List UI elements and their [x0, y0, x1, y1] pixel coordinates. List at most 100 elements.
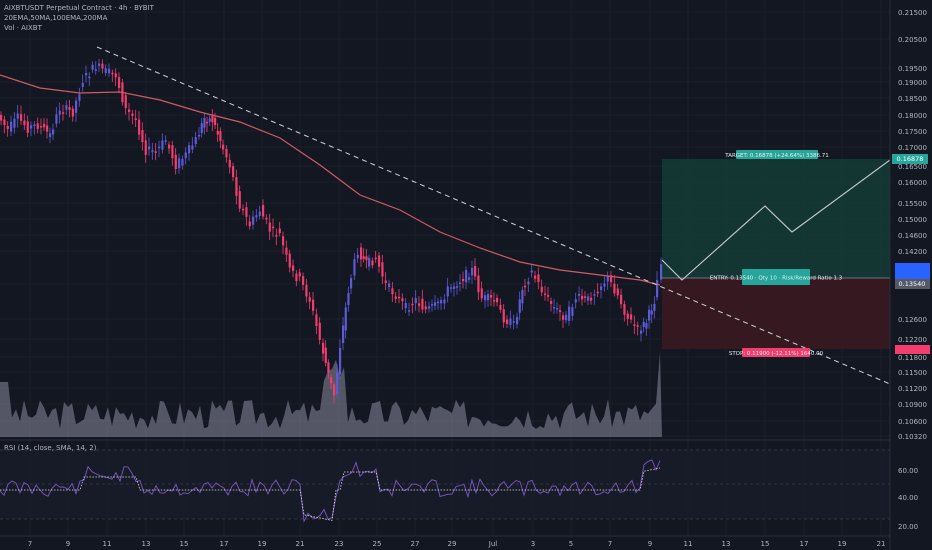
candle-body: [58, 110, 61, 115]
stop-zone: [662, 278, 890, 349]
candle-body: [633, 324, 636, 326]
price-tick-label: 0.12200: [898, 336, 927, 344]
candle-body: [553, 307, 556, 309]
entry-label[interactable]: ENTRY: 0.13540 · Qty 10 · Risk/Reward Ra…: [710, 269, 843, 285]
candle-body: [181, 159, 184, 166]
target-label-text: TARGET: 0.16878 (+24.64%) 3386.71: [724, 153, 828, 159]
time-tick-label: 13: [142, 540, 151, 548]
candle-body: [571, 307, 574, 316]
candle-body: [371, 260, 374, 266]
candle-body: [322, 342, 325, 354]
target-price-tag-text: 0.16878: [897, 155, 924, 163]
candle-body: [168, 144, 171, 149]
time-tick-label: 15: [180, 540, 189, 548]
time-tick-label: 11: [103, 540, 112, 548]
candle-body: [356, 254, 359, 259]
candle-body: [360, 247, 363, 260]
candle-body: [75, 100, 78, 113]
volume-legend[interactable]: Vol · AIXBT: [4, 24, 42, 32]
candle-body: [20, 114, 23, 121]
entry-label-text: ENTRY: 0.13540 · Qty 10 · Risk/Reward Ra…: [710, 276, 843, 282]
candle-body: [534, 275, 537, 279]
price-tick-label: 0.10600: [898, 418, 927, 426]
price-tick-label: 0.10900: [898, 401, 927, 409]
candle-body: [40, 126, 43, 128]
last-price-tag-bg: [895, 279, 930, 289]
price-tick-label: 0.14600: [898, 232, 927, 240]
candle-body: [131, 113, 134, 116]
stop-label[interactable]: STOP: 0.11900 (-12.11%) 1640.00: [729, 348, 824, 357]
candle-body: [471, 267, 474, 276]
candle-body: [302, 276, 305, 285]
price-axis[interactable]: 0.21500 0.20500 0.19500 0.19000 0.18500 0.180…: [889, 0, 932, 550]
target-label[interactable]: TARGET: 0.16878 (+24.64%) 3386.71: [724, 150, 829, 159]
time-tick-label: 5: [569, 540, 573, 548]
chart-overlays: TARGET: 0.16878 (+24.64%) 3386.71 ENTRY: …: [0, 46, 891, 385]
candle-body: [603, 283, 606, 287]
entry-label-bg: [742, 269, 810, 285]
candle-body: [521, 289, 524, 304]
price-tick-label: 0.18000: [898, 112, 927, 120]
candle-body: [365, 256, 368, 261]
candle-body: [381, 262, 384, 277]
candle-body: [477, 275, 480, 293]
candle-body: [327, 362, 330, 373]
candle-body: [88, 76, 91, 79]
candle-body: [298, 272, 301, 277]
current-price-tag-bg: [895, 263, 930, 279]
candle-body: [620, 294, 623, 305]
current-price-tag[interactable]: [895, 263, 930, 279]
candle-body: [265, 217, 268, 220]
candle-body: [151, 150, 154, 153]
candle-body: [330, 377, 333, 384]
candle-body: [228, 159, 231, 168]
candle-body: [43, 123, 46, 128]
candle-body: [660, 264, 663, 280]
candle-body: [148, 146, 151, 150]
rsi-legend[interactable]: RSI (14, close, SMA, 14, 2): [4, 444, 97, 452]
candle-body: [401, 298, 404, 302]
time-tick-label: 13: [722, 540, 731, 548]
stop-price-tag[interactable]: [895, 345, 930, 354]
time-tick-label: 17: [800, 540, 809, 548]
candle-body: [499, 304, 502, 310]
candle-body: [154, 151, 157, 153]
indicator-legend[interactable]: 20EMA,50MA,100EMA,200MA: [4, 14, 108, 22]
time-axis[interactable]: 7 9 11 13 15 17 19 21 23 25 27 29 Jul 3 5 7 9 11 13 15 17 19 2…: [0, 535, 890, 548]
time-tick-label: 27: [411, 540, 420, 548]
candle-body: [540, 286, 543, 293]
candle-body: [446, 286, 449, 297]
candle-body: [490, 295, 493, 298]
candle-body: [171, 145, 174, 159]
price-tick-label: 0.12600: [898, 316, 927, 324]
candle-body: [509, 318, 512, 326]
candle-body: [374, 257, 377, 260]
time-tick-label: 11: [684, 540, 693, 548]
target-price-tag-bg: [892, 154, 928, 164]
candle-body: [200, 123, 203, 134]
rsi-tick-label: 60.00: [898, 467, 918, 475]
candle-body: [613, 283, 616, 294]
last-price-tag[interactable]: 0.13540: [895, 279, 930, 289]
candle-body: [453, 286, 456, 289]
time-tick-label: Jul: [488, 540, 498, 548]
candle-body: [144, 140, 147, 155]
candle-body: [36, 123, 39, 129]
candle-body: [65, 105, 68, 110]
candle-body: [174, 154, 177, 170]
symbol-title[interactable]: AIXBTUSDT Perpetual Contract · 4h · BYBI…: [4, 4, 154, 12]
candle-body: [245, 207, 248, 217]
candle-body: [645, 323, 648, 329]
candle-body: [108, 68, 111, 74]
candle-body: [285, 247, 288, 255]
candle-body: [459, 282, 462, 285]
candle-body: [636, 325, 639, 327]
candle-body: [606, 275, 609, 282]
candle-body: [30, 125, 33, 129]
time-tick-label: 7: [28, 540, 32, 548]
target-price-tag[interactable]: 0.16878: [892, 154, 928, 164]
candle-body: [527, 281, 530, 285]
candle-body: [222, 144, 225, 150]
candle-body: [308, 297, 311, 302]
